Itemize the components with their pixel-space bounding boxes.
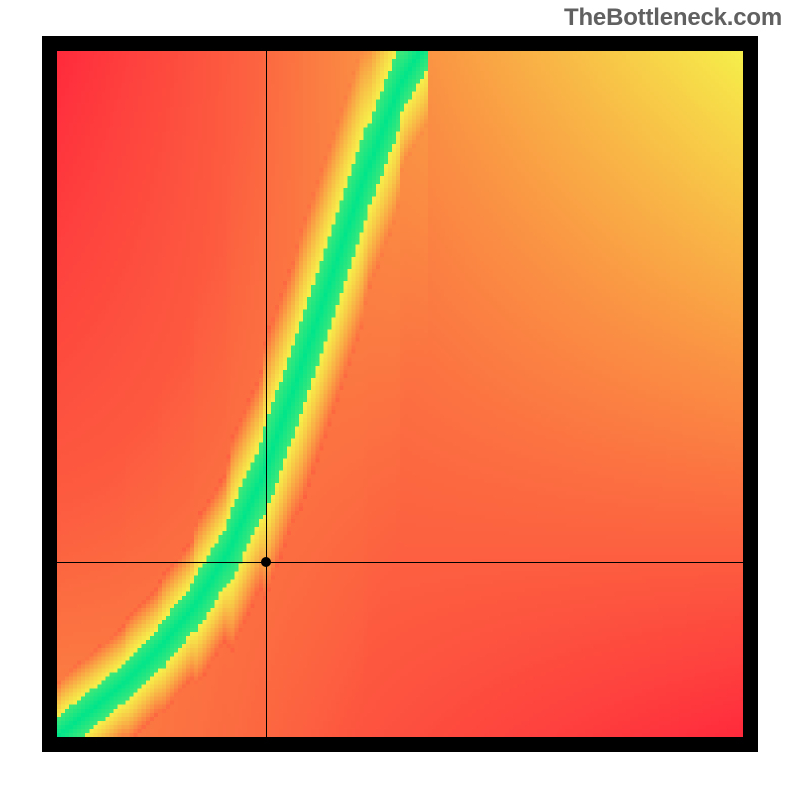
crosshair-vertical (266, 51, 267, 737)
heatmap-frame (42, 36, 758, 752)
crosshair-horizontal (57, 562, 743, 563)
heatmap-canvas (57, 51, 743, 737)
heatmap-area (57, 51, 743, 737)
data-point-marker (261, 557, 271, 567)
watermark-text: TheBottleneck.com (564, 4, 782, 32)
